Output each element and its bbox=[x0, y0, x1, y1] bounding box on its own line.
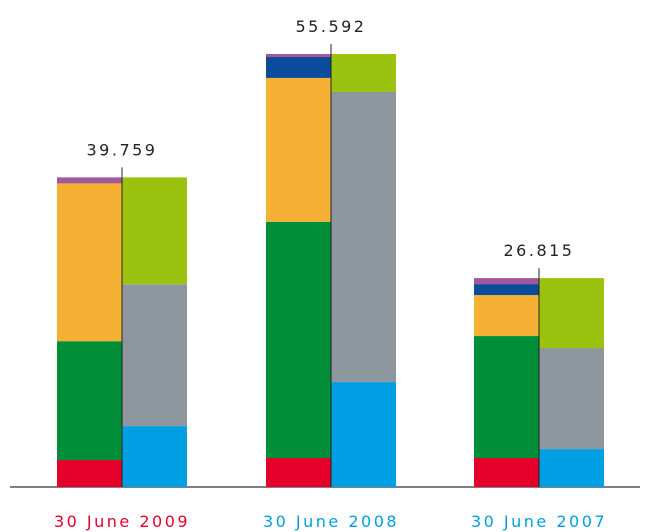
bar-segment bbox=[122, 177, 187, 285]
total-label: 55.592 bbox=[296, 17, 367, 36]
bar-segment bbox=[331, 91, 396, 383]
bar-segment bbox=[474, 336, 539, 459]
bar-segment bbox=[266, 56, 331, 78]
bar-segment bbox=[474, 458, 539, 487]
bar-segment bbox=[57, 177, 122, 184]
bar-segment bbox=[122, 284, 187, 427]
bar-segment bbox=[539, 449, 604, 487]
bar-segment bbox=[474, 284, 539, 296]
category-label: 30 June 2009 bbox=[54, 512, 190, 531]
category-label: 30 June 2008 bbox=[263, 512, 399, 531]
bar-segment bbox=[474, 278, 539, 285]
total-label: 26.815 bbox=[504, 241, 575, 260]
bar-segment bbox=[331, 54, 396, 92]
bar-segment bbox=[57, 460, 122, 487]
bar-segment bbox=[539, 278, 604, 349]
bar-segment bbox=[474, 295, 539, 337]
bar-segment bbox=[266, 77, 331, 222]
bar-segment bbox=[266, 458, 331, 487]
bar-segment bbox=[539, 348, 604, 450]
bar-segment bbox=[331, 382, 396, 487]
bar-segment bbox=[122, 426, 187, 487]
bar-segment bbox=[57, 341, 122, 461]
bar-segment bbox=[266, 221, 331, 459]
bar-segment bbox=[57, 183, 122, 342]
bar-segment bbox=[266, 54, 331, 57]
total-label: 39.759 bbox=[87, 140, 158, 159]
category-label: 30 June 2007 bbox=[471, 512, 607, 531]
